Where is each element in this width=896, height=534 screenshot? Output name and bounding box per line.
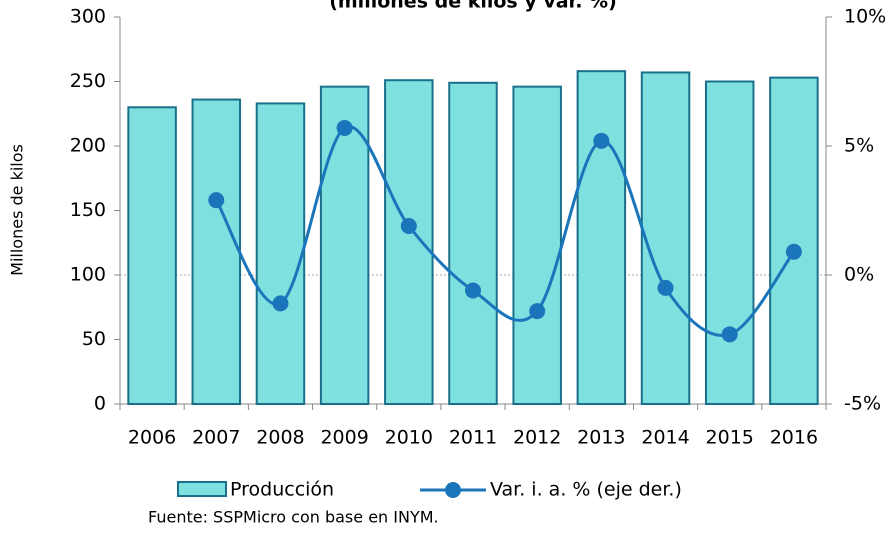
line-marker [208, 192, 225, 209]
x-tick-label: 2010 [385, 427, 433, 449]
chart-title: (millones de kilos y var. %) [329, 0, 617, 13]
x-tick-label: 2011 [449, 427, 497, 449]
y2-tick-label: -5% [844, 393, 881, 415]
y-tick-label: 200 [70, 135, 106, 157]
x-tick-label: 2012 [513, 427, 561, 449]
x-tick-label: 2015 [706, 427, 754, 449]
x-tick-label: 2007 [192, 427, 240, 449]
x-tick-label: 2013 [577, 427, 625, 449]
bar [191, 98, 242, 405]
y-tick-label: 300 [70, 6, 106, 28]
x-tick-label: 2014 [641, 427, 689, 449]
y-tick-label: 150 [70, 199, 106, 221]
bar [127, 106, 177, 406]
line [214, 125, 796, 337]
legend-marker [445, 482, 461, 498]
bar [255, 102, 306, 406]
line-marker [657, 279, 674, 296]
line-marker [785, 243, 802, 260]
x-tick-label: 2008 [256, 427, 304, 449]
legend-label: Producción [230, 479, 334, 501]
bar [384, 79, 434, 406]
bar [576, 70, 627, 406]
line-marker [721, 326, 738, 343]
y-tick-label: 100 [70, 264, 106, 286]
y-axis-label: Millones de kilos [8, 144, 27, 276]
bar [769, 76, 819, 405]
bar [704, 80, 755, 405]
bar [640, 71, 691, 405]
y-tick-label: 250 [70, 70, 106, 92]
bar [448, 81, 498, 405]
bar [512, 85, 562, 405]
y-tick-label: 0 [94, 393, 106, 415]
x-tick-label: 2016 [770, 427, 818, 449]
line-marker [400, 217, 417, 234]
legend-swatch [177, 481, 227, 497]
line-marker [465, 282, 481, 299]
y-tick-label: 50 [82, 328, 106, 350]
y2-tick-label: 5% [844, 135, 874, 157]
x-tick-label: 2009 [320, 427, 368, 449]
y2-tick-label: 10% [844, 6, 886, 28]
y2-tick-label: 0% [844, 264, 874, 286]
line-marker [272, 295, 289, 312]
line-marker [529, 303, 546, 320]
legend-label: Var. i. a. % (eje der.) [490, 479, 682, 501]
line-marker [336, 119, 353, 136]
bar [319, 85, 370, 405]
source-note: Fuente: SSPMicro con base en INYM. [148, 508, 439, 527]
line-marker [593, 132, 610, 149]
x-tick-label: 2006 [128, 427, 176, 449]
